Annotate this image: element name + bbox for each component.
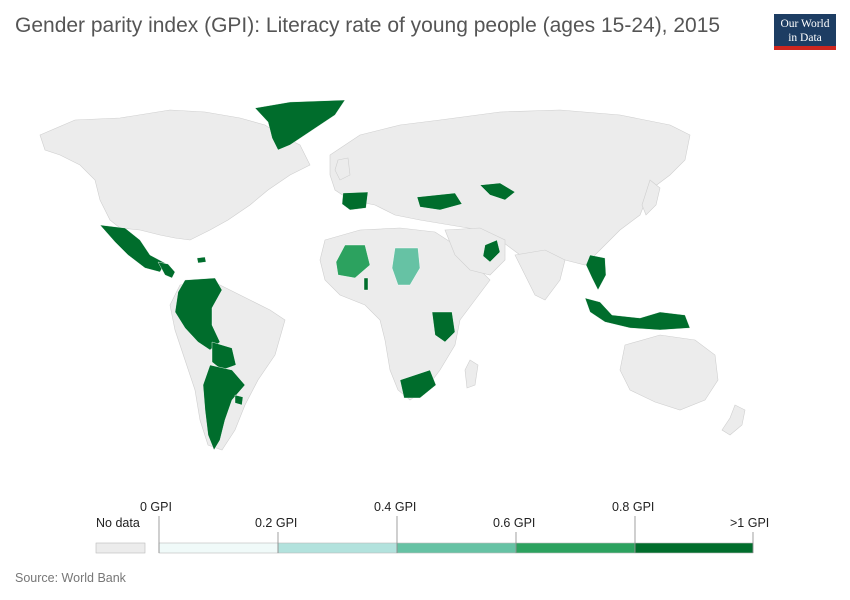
logo-line-2: in Data bbox=[788, 32, 822, 44]
legend-no-data-swatch bbox=[95, 542, 146, 554]
region-madagascar bbox=[464, 359, 479, 389]
legend-tick-label-3: 0.6 GPI bbox=[493, 516, 536, 530]
legend-tick-label-5: >1 GPI bbox=[730, 516, 770, 530]
region-india bbox=[514, 249, 566, 301]
legend-bin-2 bbox=[396, 542, 517, 554]
region-middle-east bbox=[444, 227, 506, 276]
region-bolivia bbox=[211, 341, 237, 371]
region-chad bbox=[391, 247, 421, 286]
legend-tick-label-2: 0.4 GPI bbox=[374, 500, 417, 514]
chart-title: Gender parity index (GPI): Literacy rate… bbox=[15, 14, 721, 37]
legend-bin-4 bbox=[634, 542, 754, 554]
region-australia bbox=[619, 334, 719, 411]
region-indonesia bbox=[584, 297, 691, 331]
region-uzbekistan bbox=[479, 182, 516, 201]
region-eurasia bbox=[329, 109, 691, 266]
legend-tick-label-0: 0 GPI bbox=[140, 500, 172, 514]
legend-tick-label-1: 0.2 GPI bbox=[255, 516, 298, 530]
region-central-america bbox=[157, 261, 176, 279]
source-note: Source: World Bank bbox=[15, 571, 126, 585]
data-regions bbox=[99, 99, 691, 451]
region-argentina-chile bbox=[202, 364, 246, 451]
world-map bbox=[39, 99, 746, 451]
legend-bin-3 bbox=[515, 542, 636, 554]
region-thailand bbox=[585, 254, 607, 291]
region-japan bbox=[641, 179, 661, 216]
region-turkey bbox=[416, 192, 463, 211]
owid-logo[interactable]: Our World in Data bbox=[774, 14, 836, 50]
logo-line-1: Our World bbox=[780, 18, 830, 30]
legend-bin-1 bbox=[277, 542, 398, 554]
region-spain bbox=[341, 191, 369, 211]
region-south-africa bbox=[399, 369, 437, 399]
region-oman bbox=[482, 239, 501, 263]
region-dominican-republic bbox=[196, 256, 207, 264]
region-tanzania bbox=[431, 311, 456, 343]
region-mali bbox=[335, 244, 371, 279]
legend-tick-label-4: 0.8 GPI bbox=[612, 500, 655, 514]
legend-no-data-label: No data bbox=[96, 516, 140, 530]
region-new-zealand bbox=[721, 404, 746, 436]
region-togo bbox=[363, 277, 369, 291]
region-uruguay bbox=[234, 394, 244, 406]
region-uk bbox=[334, 157, 351, 181]
region-greenland bbox=[254, 99, 346, 151]
legend-bin-0 bbox=[158, 542, 279, 554]
region-north-america bbox=[39, 109, 311, 241]
